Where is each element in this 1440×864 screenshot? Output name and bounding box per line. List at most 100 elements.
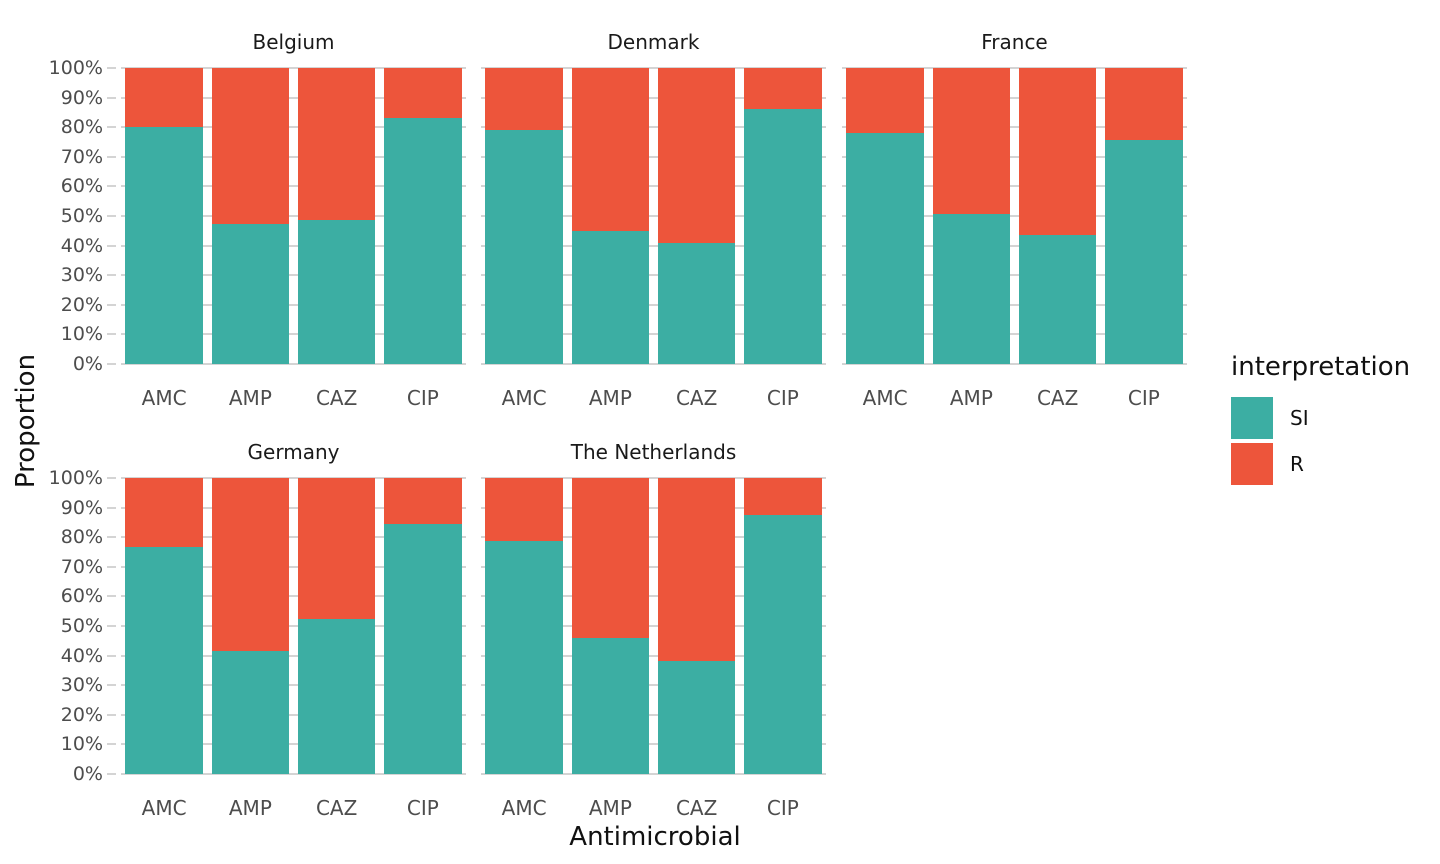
y-tick-label: 20% — [60, 703, 103, 726]
stacked-bar — [384, 68, 462, 364]
legend: interpretation SI R — [1231, 350, 1410, 489]
gridline — [121, 333, 466, 336]
gridline — [481, 303, 826, 306]
y-tick-label: 90% — [60, 496, 103, 519]
gridline — [842, 155, 1187, 158]
bar-caz — [294, 68, 380, 364]
gridline — [481, 595, 826, 598]
plot-panel — [121, 67, 466, 365]
gridline — [842, 126, 1187, 129]
bar-amc — [481, 478, 567, 774]
gridline — [121, 477, 466, 479]
bar-caz — [654, 68, 740, 364]
bars-group — [481, 68, 826, 364]
y-tick-label: 80% — [60, 116, 103, 139]
legend-item-si: SI — [1231, 397, 1410, 439]
x-tick-label: AMC — [141, 386, 187, 410]
gridline — [481, 477, 826, 479]
y-tick-label: 70% — [60, 555, 103, 578]
gridline — [842, 244, 1187, 247]
gridline — [481, 244, 826, 247]
gridline — [842, 274, 1187, 277]
gridline — [481, 565, 826, 568]
bar-amc — [842, 68, 928, 364]
bar-segment-si — [846, 133, 924, 364]
gridline — [481, 625, 826, 627]
bar-amc — [121, 68, 207, 364]
facet-title: Germany — [247, 440, 340, 464]
gridline — [121, 185, 466, 188]
stacked-bar — [846, 68, 924, 364]
x-tick-label: AMC — [501, 386, 547, 410]
y-tick-label: 60% — [60, 175, 103, 198]
y-tick-label: 0% — [72, 353, 103, 375]
bars-group — [842, 68, 1187, 364]
bar-cip — [380, 478, 466, 774]
bar-segment-r — [211, 68, 290, 224]
bar-amp — [207, 478, 293, 774]
x-tick-label: CAZ — [315, 796, 358, 820]
gridline — [121, 713, 466, 716]
bar-segment-si — [744, 515, 822, 774]
y-tick — [107, 713, 116, 716]
stacked-bar — [211, 68, 290, 364]
x-tick-label: CAZ — [315, 386, 358, 410]
bar-segment-r — [744, 478, 822, 515]
y-tick — [107, 477, 116, 479]
x-axis-labels: AMC AMP CAZ CIP — [121, 386, 466, 410]
facet-france: France AMC AMP CAZ CIP — [842, 24, 1187, 410]
bar-segment-r — [657, 478, 736, 661]
y-tick — [107, 67, 116, 69]
bar-segment-r — [384, 478, 462, 525]
bar-caz — [294, 478, 380, 774]
bar-caz — [654, 478, 740, 774]
gridline — [121, 684, 466, 687]
y-tick-label: 40% — [60, 234, 103, 257]
bar-cip — [380, 68, 466, 364]
gridline — [842, 185, 1187, 188]
y-tick — [107, 333, 116, 336]
gridline — [121, 155, 466, 158]
bar-amc — [481, 68, 567, 364]
plot-panel — [481, 477, 826, 775]
gridline — [121, 274, 466, 277]
y-tick — [107, 654, 116, 657]
gridline — [481, 96, 826, 99]
gridline — [481, 333, 826, 336]
y-tick — [107, 743, 116, 746]
gridline — [121, 363, 466, 365]
stacked-bar — [932, 68, 1011, 364]
gridline — [121, 595, 466, 598]
stacked-bar — [744, 68, 822, 364]
bar-segment-r — [485, 478, 563, 542]
gridline — [121, 565, 466, 568]
gridline — [121, 743, 466, 746]
y-tick — [107, 625, 116, 627]
plot-panel — [121, 477, 466, 775]
stacked-bar — [211, 478, 290, 774]
bar-segment-si — [384, 524, 462, 774]
y-tick — [107, 506, 116, 509]
y-tick-label: 70% — [60, 145, 103, 168]
x-tick-label: AMP — [588, 386, 632, 410]
x-tick-label: CIP — [766, 796, 799, 820]
y-tick-label: 30% — [60, 674, 103, 697]
y-tick-label: 50% — [60, 205, 103, 227]
stacked-bar — [1105, 68, 1183, 364]
gridline — [121, 654, 466, 657]
gridline — [481, 536, 826, 539]
gridline — [481, 713, 826, 716]
bar-segment-r — [125, 68, 203, 128]
bar-segment-r — [297, 478, 376, 619]
bar-segment-r — [297, 68, 376, 220]
stacked-bar — [571, 68, 650, 364]
x-tick-label: AMP — [588, 796, 632, 820]
bar-segment-r — [1105, 68, 1183, 141]
bar-segment-r — [744, 68, 822, 109]
bar-segment-si — [297, 219, 376, 364]
bar-segment-r — [485, 68, 563, 130]
bar-cip — [740, 68, 826, 364]
y-tick — [107, 684, 116, 687]
bars-group — [121, 68, 466, 364]
stacked-bar — [485, 478, 563, 774]
